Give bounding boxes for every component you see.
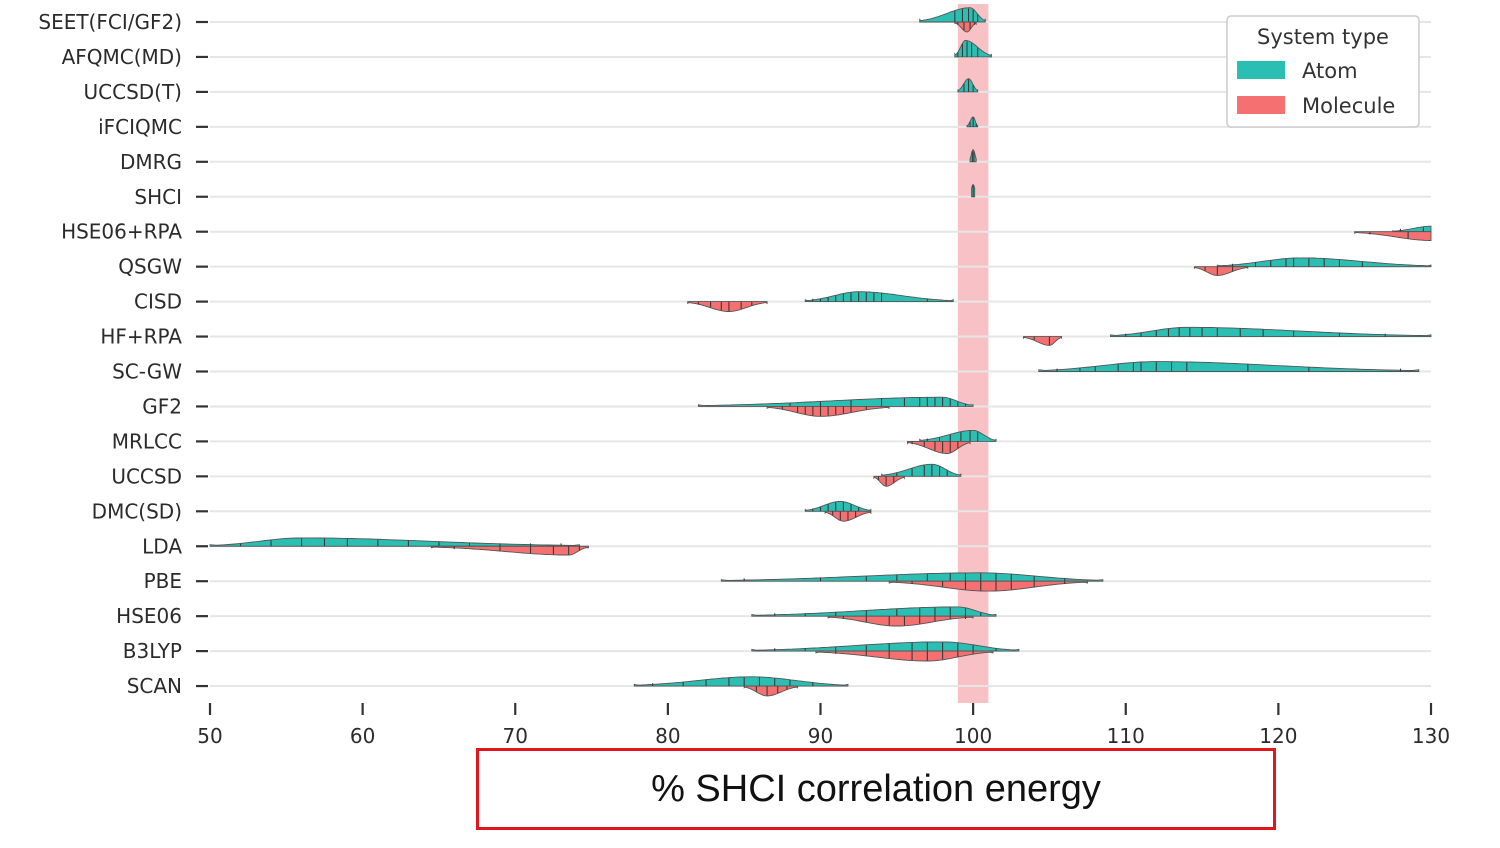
x-axis-title-highlight: % SHCI correlation energy [476,748,1276,830]
violin-atom-scan [633,676,849,687]
violin-molecule-hf-rpa [1023,336,1063,346]
x-tick-label-120: 120 [1259,724,1297,748]
violin-molecule-scan [743,685,799,697]
violin-molecule-qsgw [1193,266,1249,276]
y-tick-label-uccsd: UCCSD [111,464,182,488]
y-tick-label-pbe: PBE [144,569,182,593]
y-tick-label-qsgw: QSGW [118,255,182,279]
y-tick-label-scan: SCAN [127,674,182,698]
violin-atom-afqmc-md [954,40,992,58]
violin-atom-hf-rpa [1110,326,1432,337]
violin-atom-mrlcc [919,429,997,442]
violin-atom-hse06-rpa [1392,225,1432,233]
legend: System type Atom Molecule [1226,15,1420,128]
violin-molecule-mrlcc [907,440,971,454]
violin-molecule-hse06 [827,615,974,627]
x-axis-ticks: 50 60 70 80 90 100 110 120 130 [197,703,1450,748]
y-tick-label-hf-rpa: HF+RPA [100,325,182,349]
x-tick-label-100: 100 [954,724,992,748]
violin-molecule-b3lyp [815,650,994,662]
legend-swatch-atom [1237,61,1285,79]
violin-atom-dmc-sd [804,500,872,512]
violin-atom-uccsd [881,463,962,477]
reference-band [957,4,989,703]
y-axis-ticks: SEET(FCI/GF2) AFQMC(MD) UCCSD(T) iFCIQMC DMR… [38,10,208,698]
violin-molecule-cisd [687,301,768,312]
y-tick-label-ifciqmc: iFCIQMC [98,115,182,139]
violins [209,7,1432,697]
violin-atom-b3lyp [751,641,1020,652]
x-tick-label-110: 110 [1107,724,1145,748]
legend-title: System type [1257,25,1389,49]
x-tick-label-130: 130 [1412,724,1450,748]
violin-atom-hse06 [751,606,997,617]
violin-atom-cisd [804,291,954,303]
legend-swatch-molecule [1237,96,1285,114]
y-tick-label-shci: SHCI [134,185,182,209]
y-tick-label-gf2: GF2 [142,394,182,418]
y-tick-label-b3lyp: B3LYP [123,639,182,663]
x-tick-label-80: 80 [655,724,680,748]
legend-label-molecule: Molecule [1302,94,1395,118]
violin-atom-lda [209,537,580,547]
violin-molecule-lda [430,545,589,556]
y-tick-label-sc-gw: SC-GW [112,360,182,384]
x-tick-label-60: 60 [350,724,375,748]
y-tick-label-uccsd-t: UCCSD(T) [84,80,183,104]
y-tick-label-hse06: HSE06 [116,604,182,628]
y-tick-label-afqmc-md: AFQMC(MD) [62,45,182,69]
x-tick-label-50: 50 [197,724,222,748]
violin-molecule-pbe [888,580,1089,592]
y-tick-label-hse06-rpa: HSE06+RPA [61,220,182,244]
y-tick-label-lda: LDA [142,534,182,558]
y-tick-label-dmrg: DMRG [120,150,182,174]
violin-molecule-hse06-rpa [1354,231,1432,241]
x-tick-label-70: 70 [503,724,528,748]
x-tick-label-90: 90 [808,724,833,748]
violin-atom-dmrg [969,149,977,163]
legend-label-atom: Atom [1302,59,1358,83]
y-tick-label-seet-fci-gf2: SEET(FCI/GF2) [38,10,182,34]
x-axis-title: % SHCI correlation energy [651,767,1101,810]
violin-atom-pbe [720,572,1104,582]
y-tick-label-dmc-sd: DMC(SD) [92,499,182,523]
y-tick-label-mrlcc: MRLCC [112,429,182,453]
violin-atom-gf2 [697,396,974,407]
y-tick-label-cisd: CISD [134,290,182,314]
violin-molecule-uccsd [873,475,905,487]
